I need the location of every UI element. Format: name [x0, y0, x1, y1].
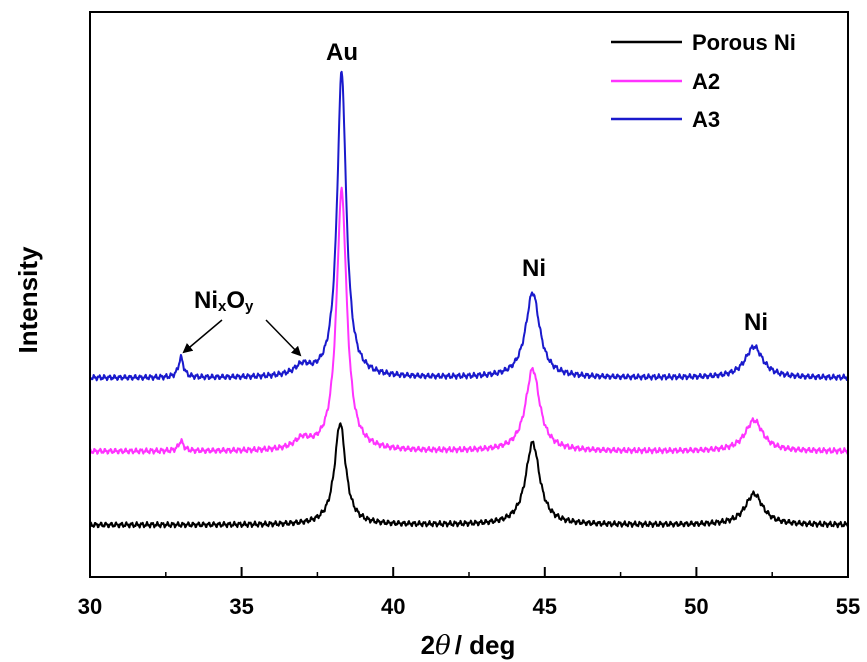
- legend-label-porous-ni: Porous Ni: [692, 30, 796, 55]
- annotation-arrow-left: [182, 319, 223, 354]
- y-axis-title: Intensity: [13, 246, 43, 353]
- legend-label-a2: A2: [692, 69, 720, 94]
- x-tick-label-50: 50: [684, 594, 708, 619]
- series-line-a2: [89, 186, 849, 455]
- annotation-nixoy-o: O: [226, 287, 245, 314]
- annotation-nixoy-y: y: [245, 298, 254, 315]
- x-tick-label-45: 45: [533, 594, 557, 619]
- annotation-nixoy: NixOy: [194, 287, 254, 315]
- x-tick-label-55: 55: [836, 594, 860, 619]
- annotation-arrow-right: [265, 319, 302, 357]
- annotation-nixoy-ni: Ni: [194, 287, 218, 314]
- annotation-ni-52: Ni: [744, 309, 768, 336]
- legend-label-a3: A3: [692, 107, 720, 132]
- x-tick-label-30: 30: [78, 594, 102, 619]
- peak-annotations: Au Ni Ni NixOy: [182, 39, 768, 357]
- x-axis-title: 2θ / deg: [421, 630, 516, 661]
- x-axis-ticks: 30 35 40 45 50 55: [78, 567, 860, 619]
- legend: Porous Ni A2 A3: [611, 30, 796, 132]
- x-axis-title-prefix: 2: [421, 630, 435, 660]
- annotation-nixoy-x: x: [218, 298, 227, 315]
- x-axis-title-unit: / deg: [455, 630, 516, 660]
- x-axis-title-theta: θ: [435, 631, 451, 661]
- series-line-porous-ni: [89, 422, 849, 529]
- annotation-au: Au: [326, 39, 358, 66]
- series-line-a3: [89, 70, 849, 382]
- x-tick-label-35: 35: [229, 594, 253, 619]
- series-layer: [89, 70, 849, 529]
- annotation-ni-45: Ni: [522, 255, 546, 282]
- x-tick-label-40: 40: [381, 594, 405, 619]
